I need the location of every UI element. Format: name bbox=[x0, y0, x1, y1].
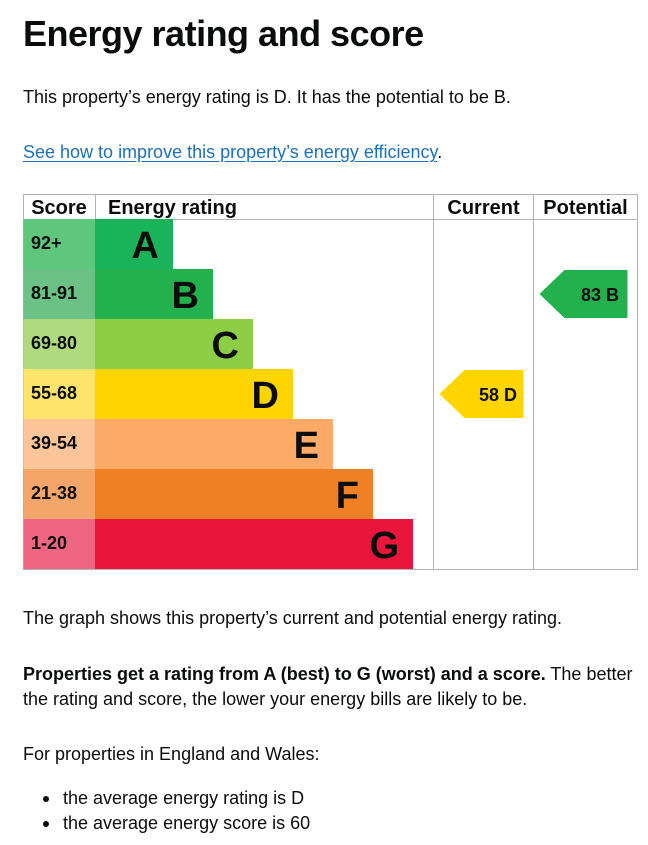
rating-bar-e bbox=[95, 419, 333, 469]
header-energy-rating: Energy rating bbox=[108, 197, 237, 219]
score-label-e: 39-54 bbox=[31, 433, 77, 453]
rating-bar-g bbox=[95, 519, 413, 569]
rating-bar-b bbox=[95, 269, 213, 319]
score-label-g: 1-20 bbox=[31, 533, 67, 553]
rating-letter-c: C bbox=[212, 325, 239, 367]
improve-paragraph: See how to improve this property’s energ… bbox=[23, 140, 442, 165]
score-cell-g bbox=[23, 519, 95, 569]
graph-note: The graph shows this property’s current … bbox=[23, 608, 562, 628]
potential-rating-arrow bbox=[539, 270, 628, 318]
current-rating-arrow-label: 58 D bbox=[479, 385, 517, 405]
region-intro: For properties in England and Wales: bbox=[23, 744, 320, 764]
score-cell-a bbox=[23, 219, 95, 269]
rating-letter-e: E bbox=[294, 425, 319, 467]
score-label-a: 92+ bbox=[31, 233, 62, 253]
rating-letter-g: G bbox=[369, 525, 399, 567]
improve-efficiency-link[interactable]: See how to improve this property’s energ… bbox=[23, 142, 438, 162]
rating-letter-d: D bbox=[252, 375, 279, 417]
average-rating-item: the average energy rating is D bbox=[23, 786, 310, 811]
rating-scale-bold: Properties get a rating from A (best) to… bbox=[23, 664, 546, 684]
potential-rating-arrow-label: 83 B bbox=[581, 285, 619, 305]
score-label-d: 55-68 bbox=[31, 383, 77, 403]
score-label-b: 81-91 bbox=[31, 283, 77, 303]
score-cell-e bbox=[23, 419, 95, 469]
header-potential: Potential bbox=[543, 197, 627, 219]
score-label-c: 69-80 bbox=[31, 333, 77, 353]
score-cell-c bbox=[23, 319, 95, 369]
score-label-f: 21-38 bbox=[31, 483, 77, 503]
rating-scale-text: Properties get a rating from A (best) to… bbox=[23, 662, 638, 712]
rating-bar-a bbox=[95, 219, 173, 269]
rating-bar-d bbox=[95, 369, 293, 419]
score-cell-d bbox=[23, 369, 95, 419]
intro-text: This property’s energy rating is D. It h… bbox=[23, 87, 511, 107]
rating-letter-a: A bbox=[132, 225, 159, 267]
rating-bar-f bbox=[95, 469, 373, 519]
score-cell-f bbox=[23, 469, 95, 519]
rating-letter-b: B bbox=[172, 275, 199, 317]
header-current: Current bbox=[447, 197, 520, 219]
average-score-item: the average energy score is 60 bbox=[23, 811, 310, 836]
current-rating-arrow bbox=[439, 370, 524, 418]
header-score: Score bbox=[31, 197, 87, 219]
rating-bar-c bbox=[95, 319, 253, 369]
improve-suffix: . bbox=[437, 142, 443, 162]
page-title: Energy rating and score bbox=[23, 13, 424, 54]
rating-scale-rest: The better the rating and score, the low… bbox=[23, 664, 633, 709]
averages-list: the average energy rating is D the avera… bbox=[23, 786, 310, 836]
rating-letter-f: F bbox=[336, 475, 359, 517]
score-cell-b bbox=[23, 269, 95, 319]
